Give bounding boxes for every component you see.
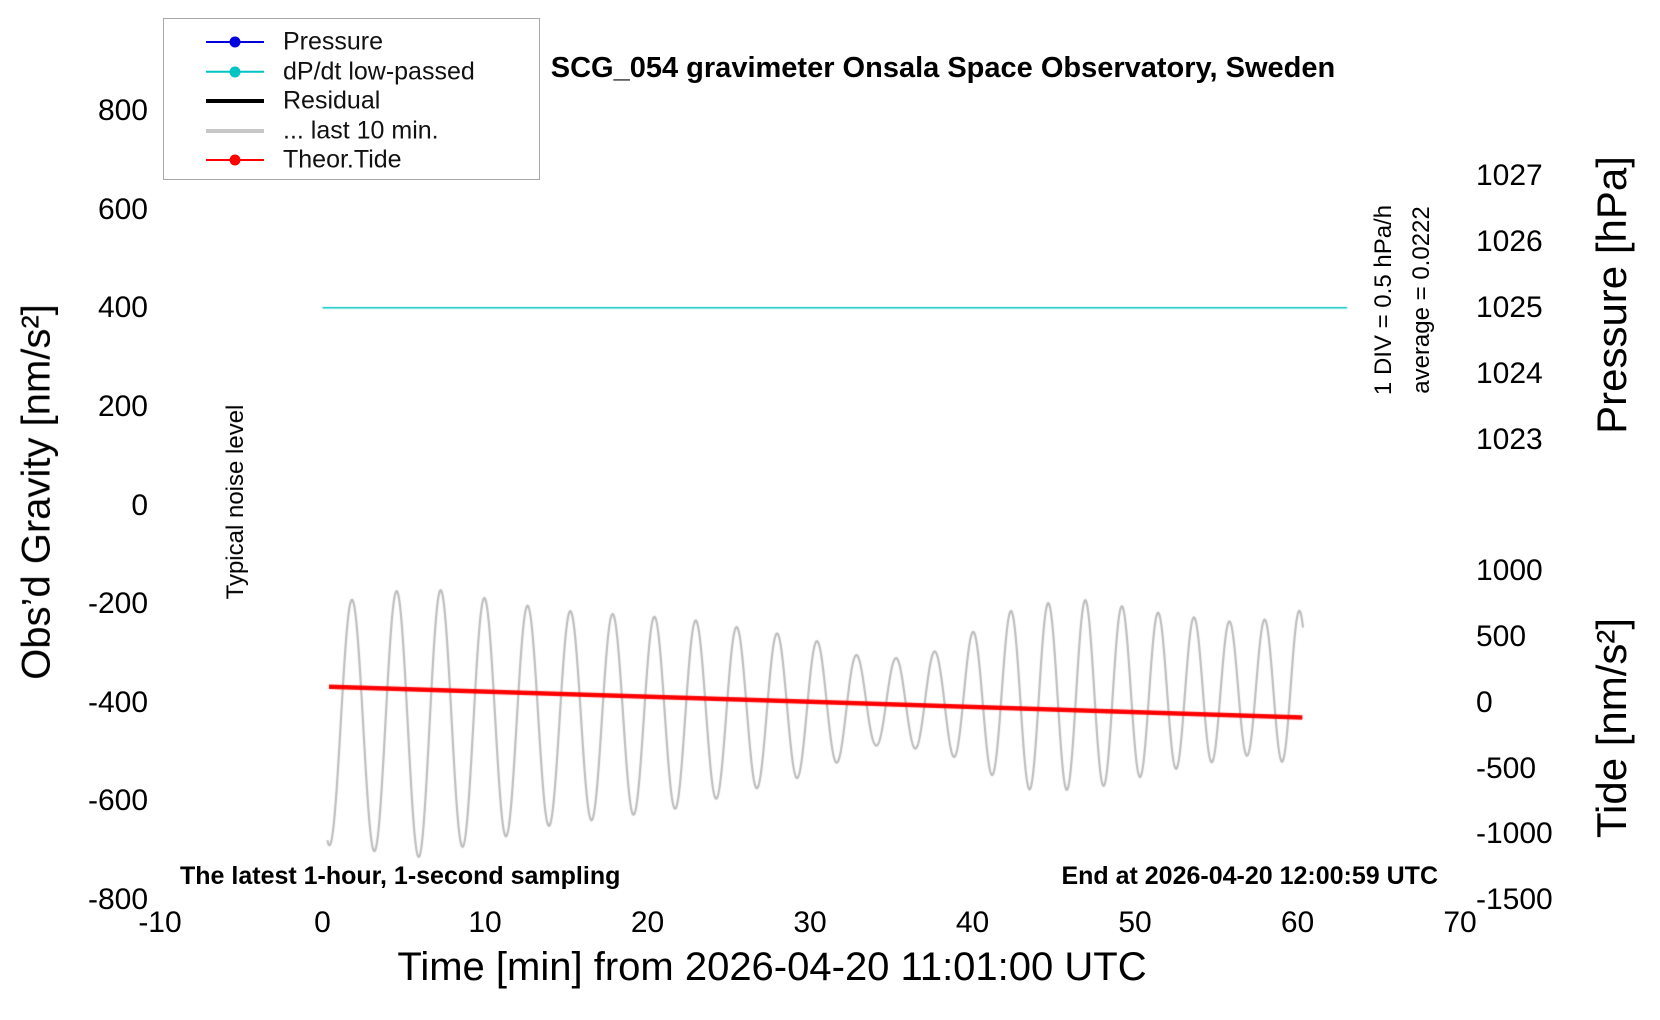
gravity-tick-label: 200 (97, 389, 148, 423)
tide-tick-label: -1500 (1476, 883, 1553, 916)
gravity-tick-label: 0 (131, 488, 148, 522)
div-scale-note: 1 DIV = 0.5 hPa/h (1370, 204, 1397, 396)
pressure-tick-label: 1024 (1476, 356, 1543, 390)
noise-level-note: Typical noise level (222, 404, 249, 600)
x-tick-label: -10 (138, 906, 182, 939)
gravity-tick-label: -800 (87, 882, 148, 916)
end-time-note: End at 2026-04-20 12:00:59 UTC (1061, 862, 1438, 890)
pressure-tick-label: 1025 (1476, 290, 1543, 324)
sampling-note: The latest 1-hour, 1-second sampling (180, 862, 621, 890)
x-tick-label: 40 (955, 906, 990, 939)
x-tick-label: 0 (314, 906, 331, 939)
pressure-tick-label: 1027 (1476, 158, 1543, 192)
legend-item: Pressure (164, 27, 539, 57)
legend-item: dP/dt low-passed (164, 57, 539, 87)
legend-item: Theor.Tide (164, 145, 539, 175)
x-tick-label: 70 (1443, 906, 1477, 939)
x-tick-label: 60 (1280, 906, 1315, 939)
gravity-tick-label: -400 (87, 685, 148, 719)
gravity-tick-label: 400 (97, 291, 148, 325)
tide-tick-label: -500 (1476, 751, 1537, 785)
legend-swatch-3 (206, 86, 264, 116)
x-tick-label: 10 (468, 906, 502, 939)
legend-item: ... last 10 min. (164, 116, 539, 146)
tide-tick-label: 500 (1476, 620, 1527, 653)
legend: Pressure dP/dt low-passed Residual... last… (163, 18, 540, 180)
legend-label: Residual (283, 86, 381, 115)
legend-swatch-5 (206, 145, 264, 175)
x-axis-title: Time [min] from 2026-04-20 11:01:00 UTC (397, 945, 1147, 989)
tide-tick-label: -1000 (1476, 817, 1553, 851)
legend-label: Theor.Tide (283, 145, 402, 174)
gravity-tick-label: -600 (87, 784, 148, 818)
x-tick-label: 30 (793, 906, 827, 939)
x-tick-label: 50 (1118, 906, 1152, 939)
tide-tick-label: 1000 (1476, 554, 1543, 588)
legend-swatch-2 (206, 57, 264, 87)
gravity-tick-label: -200 (87, 587, 148, 621)
legend-swatch-1 (206, 27, 264, 57)
legend-label: dP/dt low-passed (283, 57, 475, 85)
chart-title: SCG_054 gravimeter Onsala Space Observat… (550, 52, 1336, 84)
pressure-tick-label: 1026 (1476, 224, 1543, 258)
x-tick-label: 20 (630, 906, 665, 939)
legend-label: Pressure (283, 27, 384, 56)
gravity-tick-label: 600 (97, 192, 148, 226)
average-note: average = 0.0222 (1408, 206, 1435, 394)
legend-swatch-4 (206, 116, 264, 146)
pressure-tick-label: 1023 (1476, 422, 1543, 456)
legend-item: Residual (164, 86, 539, 116)
tide-tick-label: 0 (1476, 685, 1493, 719)
legend-label: ... last 10 min. (283, 116, 439, 144)
gravity-tick-label: 800 (97, 94, 148, 128)
